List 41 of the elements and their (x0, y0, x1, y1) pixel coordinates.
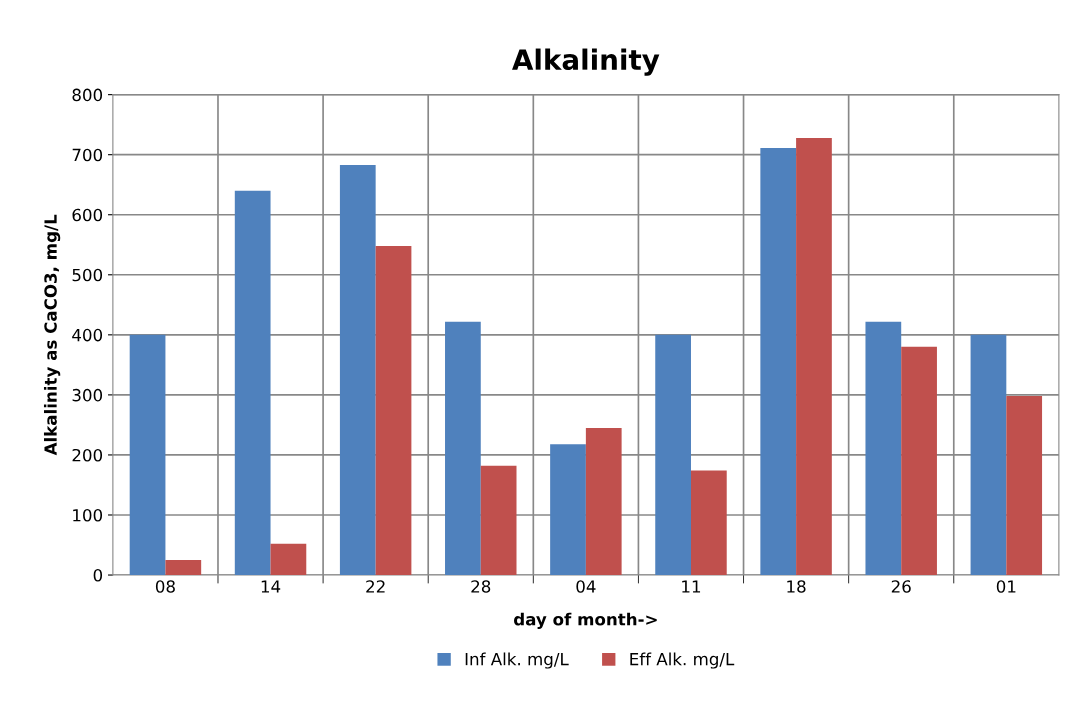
bar (234, 190, 271, 576)
x-tick-label: 28 (471, 580, 491, 593)
x-tick-label: 04 (576, 580, 596, 593)
bar (1006, 396, 1043, 576)
bar (760, 148, 797, 576)
legend-label: Inf Alk. mg/L (465, 652, 569, 669)
bar (690, 470, 727, 576)
y-tick-label: 500 (72, 268, 103, 282)
bar (901, 346, 937, 576)
y-tick-label: 600 (72, 208, 103, 222)
x-tick-label: 26 (891, 580, 911, 593)
x-tick-label: 11 (682, 580, 701, 593)
y-tick-label: 0 (93, 569, 103, 582)
bar (129, 334, 166, 576)
bar (339, 164, 376, 576)
bar (270, 543, 307, 576)
x-tick-label: 01 (996, 580, 1016, 593)
x-tick-label: 08 (155, 580, 175, 593)
bar (445, 321, 481, 576)
x-tick-label: 14 (261, 580, 281, 593)
bar (865, 321, 902, 576)
y-tick-label: 100 (73, 508, 103, 522)
bar (655, 334, 691, 576)
y-tick-label: 800 (72, 88, 103, 102)
bar (550, 444, 586, 576)
y-tick-label: 400 (72, 328, 103, 342)
legend-label: Eff Alk. mg/L (630, 652, 735, 669)
y-tick-label: 200 (72, 448, 103, 462)
bar (165, 560, 202, 576)
x-tick-label: 18 (787, 580, 806, 593)
bar (375, 245, 412, 576)
chart-title: Alkalinity (512, 48, 660, 76)
bar (480, 465, 517, 576)
y-tick-label: 700 (72, 148, 103, 162)
x-tick-label: 22 (366, 580, 385, 593)
bar (796, 137, 832, 576)
bar (970, 334, 1007, 576)
bar (585, 427, 622, 576)
x-axis-title: day of month-> (514, 612, 657, 629)
y-tick-label: 300 (72, 388, 103, 402)
y-axis-title: Alkalinity as CaCO3, mg/L (43, 214, 61, 456)
